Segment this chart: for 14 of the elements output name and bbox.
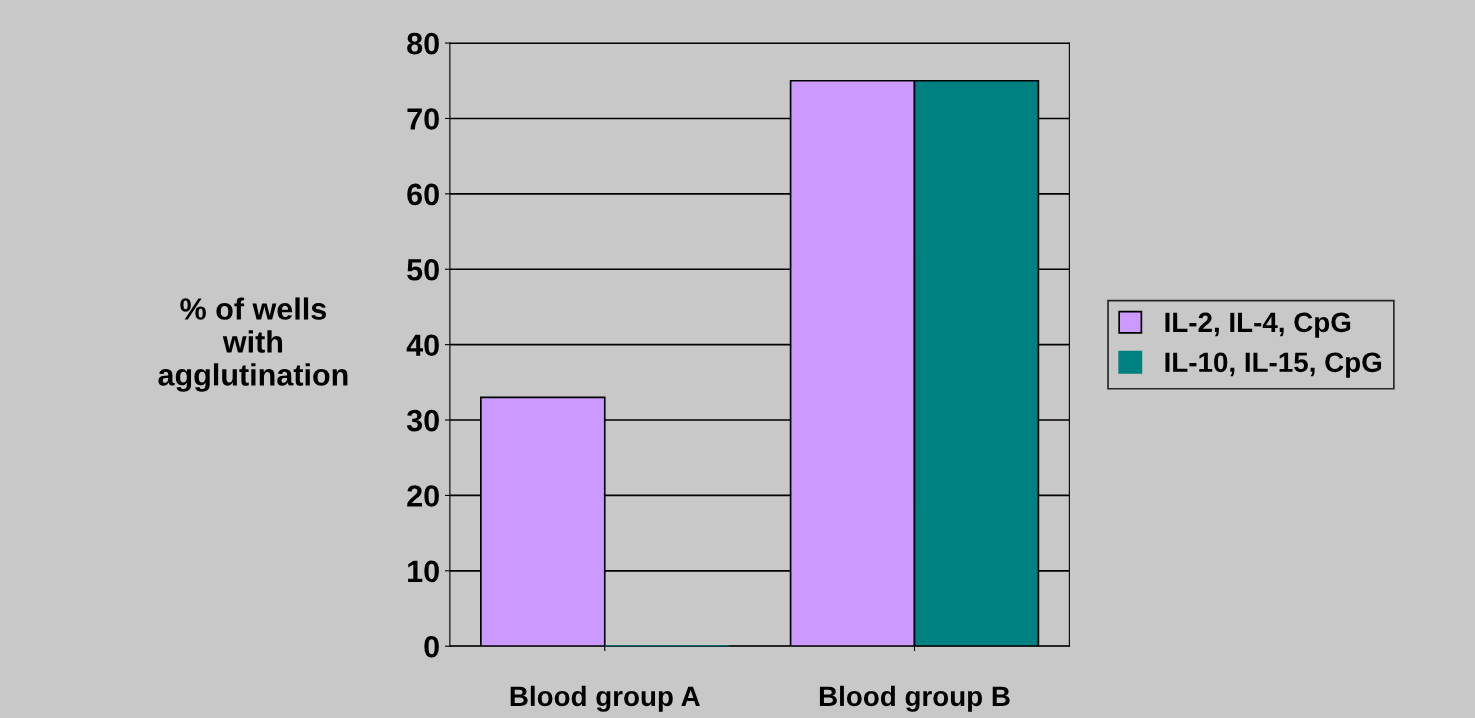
y-tick-label: 20 bbox=[407, 485, 439, 507]
x-tick-label: Blood group B bbox=[819, 685, 1010, 712]
y-tick-label: 30 bbox=[406, 409, 439, 432]
y-axis-title: % of wells with agglutination bbox=[158, 297, 348, 392]
x-tick-label: Blood group A bbox=[510, 685, 700, 712]
y-tick-label: 10 bbox=[408, 560, 439, 583]
legend-label: IL-10, IL-15, CpG bbox=[1165, 352, 1382, 378]
y-tick-label: 80 bbox=[407, 32, 439, 55]
y-tick-label: 0 bbox=[424, 635, 439, 658]
y-tick-label: 70 bbox=[407, 108, 439, 130]
legend-label: IL-2, IL-4, CpG bbox=[1165, 312, 1351, 338]
y-tick-label: 50 bbox=[407, 258, 439, 281]
y-tick-label: 40 bbox=[406, 334, 439, 357]
y-tick-label: 60 bbox=[407, 183, 439, 206]
